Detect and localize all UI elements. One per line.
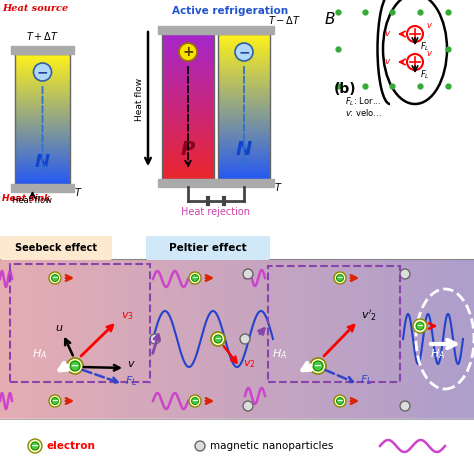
Text: Seebeck effect: Seebeck effect bbox=[15, 243, 97, 253]
Bar bbox=[268, 266, 400, 382]
Bar bbox=[162, 34, 214, 179]
Text: $v$: $v$ bbox=[383, 56, 391, 65]
Text: $v_2$: $v_2$ bbox=[243, 358, 256, 370]
Text: P: P bbox=[181, 139, 195, 158]
Text: $T+\Delta T$: $T+\Delta T$ bbox=[26, 30, 59, 42]
Text: magnetic nanoparticles: magnetic nanoparticles bbox=[210, 441, 333, 451]
Text: Heat source: Heat source bbox=[2, 4, 68, 13]
Text: −: − bbox=[314, 361, 322, 371]
Text: −: − bbox=[31, 441, 39, 451]
Text: $u$: $u$ bbox=[55, 323, 63, 333]
FancyBboxPatch shape bbox=[0, 236, 112, 260]
Bar bbox=[15, 54, 70, 184]
Circle shape bbox=[31, 442, 39, 450]
Text: −: − bbox=[417, 321, 423, 330]
Text: −: − bbox=[52, 396, 58, 405]
Text: $F_L$: Lor...: $F_L$: Lor... bbox=[345, 96, 381, 108]
Text: N: N bbox=[35, 153, 50, 171]
Circle shape bbox=[413, 319, 427, 333]
Text: −: − bbox=[52, 273, 58, 283]
Text: Peltier effect: Peltier effect bbox=[169, 243, 247, 253]
Text: (b): (b) bbox=[334, 82, 356, 96]
Bar bbox=[0, 419, 474, 474]
Circle shape bbox=[243, 269, 253, 279]
Text: $v$: $v$ bbox=[426, 21, 433, 30]
Text: N: N bbox=[236, 139, 252, 158]
FancyBboxPatch shape bbox=[146, 236, 270, 260]
Text: $T$: $T$ bbox=[274, 181, 283, 193]
Text: $v$: $v$ bbox=[127, 359, 136, 369]
Bar bbox=[158, 179, 274, 187]
Text: −: − bbox=[215, 335, 221, 344]
Circle shape bbox=[49, 272, 61, 284]
Circle shape bbox=[70, 361, 80, 371]
Circle shape bbox=[28, 439, 42, 453]
Text: Heat sink: Heat sink bbox=[2, 194, 50, 203]
Text: $H_A$: $H_A$ bbox=[430, 347, 445, 361]
Circle shape bbox=[334, 272, 346, 284]
Text: Heat flow: Heat flow bbox=[136, 77, 145, 120]
Circle shape bbox=[191, 274, 199, 282]
Circle shape bbox=[34, 63, 52, 81]
Circle shape bbox=[67, 358, 83, 374]
Circle shape bbox=[52, 274, 58, 282]
Circle shape bbox=[416, 322, 424, 330]
Circle shape bbox=[310, 358, 326, 374]
Circle shape bbox=[334, 395, 346, 407]
Text: Heat rejection: Heat rejection bbox=[182, 207, 250, 217]
Bar bbox=[218, 34, 270, 179]
Circle shape bbox=[243, 401, 253, 411]
Text: −: − bbox=[238, 45, 250, 59]
Circle shape bbox=[337, 274, 344, 282]
Text: $F_L$: $F_L$ bbox=[360, 373, 372, 387]
Circle shape bbox=[52, 398, 58, 404]
Bar bbox=[11, 46, 74, 54]
Text: $v_3$: $v_3$ bbox=[121, 310, 134, 322]
Circle shape bbox=[214, 335, 222, 343]
Text: $v$: velo...: $v$: velo... bbox=[345, 107, 382, 118]
Text: $T$: $T$ bbox=[74, 186, 82, 198]
Text: $F_L$: $F_L$ bbox=[125, 374, 137, 388]
Text: −: − bbox=[337, 396, 344, 405]
Text: Active refrigeration: Active refrigeration bbox=[172, 6, 288, 16]
Text: −: − bbox=[36, 65, 48, 79]
Circle shape bbox=[211, 332, 225, 346]
Bar bbox=[158, 26, 274, 34]
Circle shape bbox=[337, 398, 344, 404]
Text: −: − bbox=[71, 361, 79, 371]
Circle shape bbox=[407, 54, 423, 70]
Text: $B$: $B$ bbox=[324, 11, 336, 27]
Circle shape bbox=[195, 441, 205, 451]
Text: $F_L$: $F_L$ bbox=[420, 41, 430, 53]
Text: $v'_2$: $v'_2$ bbox=[361, 309, 377, 323]
Text: $H_A$: $H_A$ bbox=[273, 347, 288, 361]
Circle shape bbox=[235, 43, 253, 61]
Circle shape bbox=[179, 43, 197, 61]
Text: electron: electron bbox=[47, 441, 96, 451]
Bar bbox=[0, 0, 474, 259]
Circle shape bbox=[150, 334, 160, 344]
Bar bbox=[10, 264, 150, 382]
Circle shape bbox=[189, 272, 201, 284]
Text: $T-\Delta T$: $T-\Delta T$ bbox=[268, 14, 301, 26]
Text: −: − bbox=[191, 396, 199, 405]
Text: $F_L$: $F_L$ bbox=[420, 69, 430, 81]
Text: $v$: $v$ bbox=[383, 28, 391, 37]
Circle shape bbox=[191, 398, 199, 404]
Text: −: − bbox=[191, 273, 199, 283]
Circle shape bbox=[407, 26, 423, 42]
Text: −: − bbox=[337, 273, 344, 283]
Circle shape bbox=[400, 401, 410, 411]
Bar bbox=[11, 184, 74, 192]
Text: Heat flow: Heat flow bbox=[12, 196, 52, 205]
Circle shape bbox=[313, 361, 323, 371]
Circle shape bbox=[240, 334, 250, 344]
Circle shape bbox=[49, 395, 61, 407]
Text: +: + bbox=[182, 45, 194, 59]
Text: $H_A$: $H_A$ bbox=[32, 347, 47, 361]
Text: $v$: $v$ bbox=[426, 49, 433, 58]
Circle shape bbox=[189, 395, 201, 407]
Circle shape bbox=[400, 269, 410, 279]
